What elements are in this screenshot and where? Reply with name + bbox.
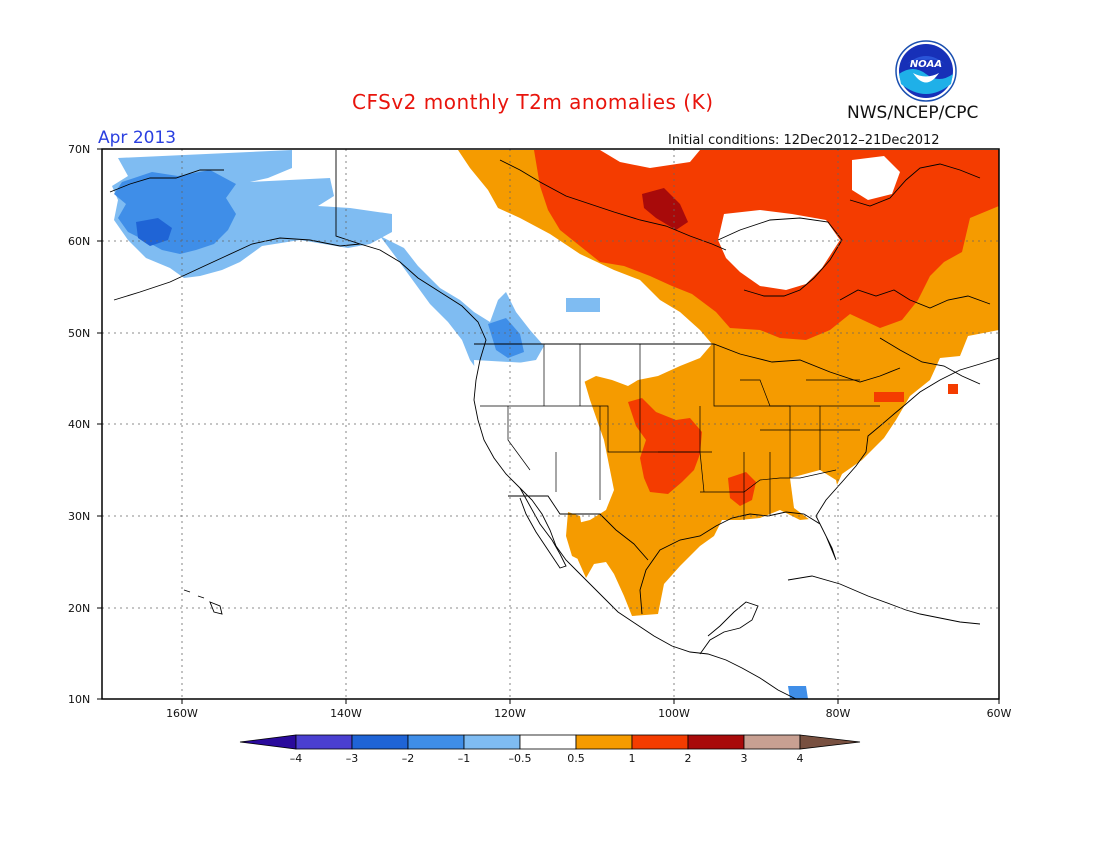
logo-text: NOAA (910, 59, 942, 70)
colorbar-swatch (463, 734, 521, 750)
colorbar-tick: –1 (458, 752, 471, 765)
national-borders (335, 150, 901, 561)
colorbar-swatch (743, 734, 801, 750)
colorbar-tick: 2 (685, 752, 692, 765)
colorbar-swatch (631, 734, 689, 750)
colorbar-swatch (407, 734, 465, 750)
anomaly-ne-red (874, 392, 904, 402)
colorbar-tick: 1 (629, 752, 636, 765)
anomaly-sw-neutral (474, 360, 610, 540)
lat-label: 60N (68, 235, 90, 248)
colorbar-tick: 4 (797, 752, 804, 765)
anomaly-field (102, 149, 999, 699)
colorbar-swatch (295, 734, 353, 750)
lat-label: 70N (68, 143, 90, 156)
colorbar-swatch (687, 734, 745, 750)
noaa-logo-icon: NOAA (895, 40, 957, 102)
anomaly-baja-strip (566, 512, 584, 560)
anomaly-ms-red (728, 472, 756, 506)
colorbar-swatch (351, 734, 409, 750)
colorbar-swatch-high (799, 734, 861, 750)
anomaly-canada-darkred (642, 188, 688, 230)
colorbar-tick: –2 (402, 752, 415, 765)
anomaly-se-neutral (790, 470, 840, 520)
colorbar-tick: –3 (346, 752, 359, 765)
colorbar-swatch (575, 734, 633, 750)
initial-conditions-label: Initial conditions: 12Dec2012–21Dec2012 (668, 133, 940, 148)
lat-label: 30N (68, 510, 90, 523)
anomaly-us-red (628, 398, 702, 494)
anomaly-alaska-strong (136, 218, 172, 246)
colorbar-tick: –4 (290, 752, 303, 765)
anomaly-central-america (788, 686, 808, 699)
lon-label: 160W (166, 707, 198, 720)
lon-label: 120W (494, 707, 526, 720)
colorbar-tick: 3 (741, 752, 748, 765)
coastlines (109, 159, 999, 699)
lat-label: 10N (68, 693, 90, 706)
lat-label: 20N (68, 602, 90, 615)
colorbar-swatch (519, 734, 577, 750)
anomaly-arctic-neutral (600, 150, 700, 168)
lon-label: 60W (987, 707, 1012, 720)
lon-label: 140W (330, 707, 362, 720)
agency-label: NWS/NCEP/CPC (847, 103, 979, 123)
lat-label: 50N (68, 327, 90, 340)
lon-label: 100W (658, 707, 690, 720)
anomaly-baffin-neutral (852, 156, 900, 200)
lat-label: 40N (68, 418, 90, 431)
map-title: CFSv2 monthly T2m anomalies (K) (352, 90, 714, 114)
axis-ticks (97, 148, 1000, 704)
colorbar-tick: 0.5 (567, 752, 585, 765)
colorbar-tick: –0.5 (509, 752, 532, 765)
anomaly-cold-spot (566, 298, 600, 312)
valid-month-label: Apr 2013 (98, 128, 177, 148)
anomaly-bc-mid (488, 318, 524, 358)
colorbar-swatch-low (239, 734, 297, 750)
graticule (102, 149, 999, 699)
colorbar: –4 –3 –2 –1 –0.5 0.5 1 2 3 4 (239, 734, 861, 765)
anomaly-hudson-neutral (718, 210, 840, 290)
lon-label: 80W (826, 707, 851, 720)
anomaly-ne-red-2 (948, 384, 958, 394)
